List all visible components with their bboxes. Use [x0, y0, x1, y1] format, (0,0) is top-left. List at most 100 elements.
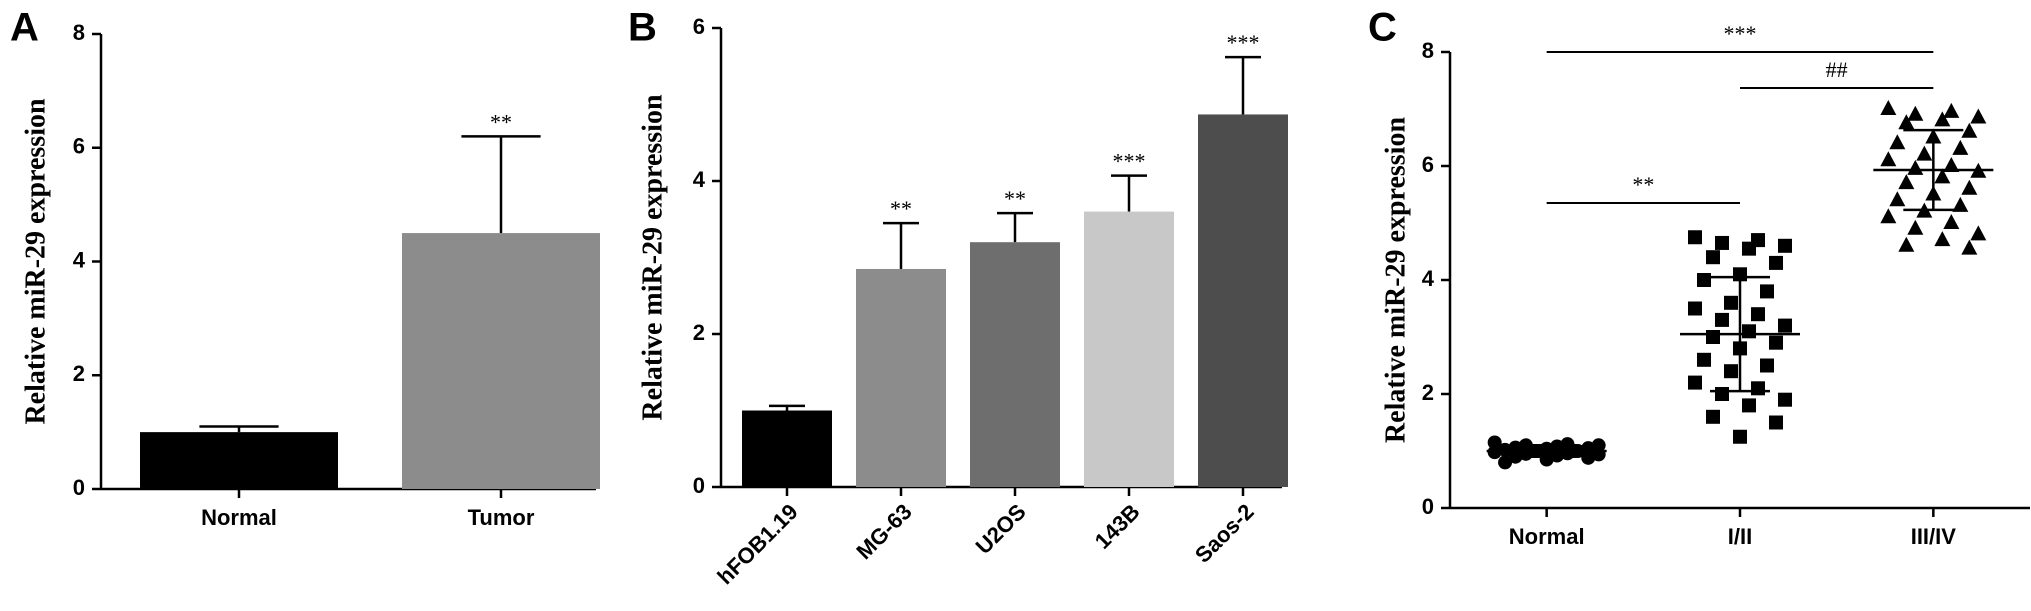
bar	[742, 410, 832, 487]
data-point	[1943, 214, 1960, 229]
x-tick-label: III/IV	[1911, 524, 1957, 549]
data-point	[1715, 312, 1729, 327]
data-point	[1724, 364, 1738, 379]
data-point	[1487, 435, 1502, 450]
comparison-label: ##	[1826, 57, 1848, 82]
comparison-label: **	[1632, 172, 1654, 197]
data-point	[1889, 134, 1906, 150]
data-point	[1880, 100, 1897, 115]
data-point	[1715, 235, 1729, 250]
y-tick-label: 4	[73, 247, 86, 272]
data-point	[1880, 208, 1897, 224]
x-tick-label: Normal	[1509, 524, 1585, 549]
data-point	[1508, 449, 1523, 464]
data-point	[1706, 409, 1720, 424]
data-point	[1952, 139, 1969, 155]
y-tick-label: 2	[693, 320, 705, 345]
x-tick-label: Saos-2	[1190, 499, 1259, 568]
data-point	[1751, 381, 1765, 396]
y-tick-label: 6	[73, 134, 85, 159]
data-point	[1742, 241, 1756, 256]
data-point	[1715, 387, 1729, 401]
x-tick-label: Tumor	[468, 505, 535, 530]
data-point	[1934, 168, 1951, 184]
y-tick-label: 8	[73, 20, 85, 45]
data-point	[1769, 335, 1783, 350]
significance-label: **	[1004, 186, 1026, 211]
panel-label: B	[628, 6, 657, 50]
y-tick-label: 6	[693, 14, 705, 39]
data-point	[1751, 307, 1765, 322]
y-axis-label: Relative miR-29 expression	[20, 98, 51, 425]
data-point	[1706, 250, 1720, 265]
data-point	[1581, 450, 1596, 465]
data-point	[1943, 102, 1960, 118]
data-point	[1934, 111, 1951, 127]
data-point	[1769, 255, 1783, 270]
data-point	[1961, 122, 1978, 138]
x-tick-label: MG-63	[851, 499, 916, 564]
y-tick-label: 4	[693, 167, 706, 192]
data-point	[1760, 358, 1774, 373]
comparison-label: ***	[1724, 21, 1757, 46]
data-point	[1970, 225, 1987, 241]
data-point	[1970, 108, 1987, 124]
y-axis-label: Relative miR-29 expression	[1380, 117, 1411, 444]
y-tick-label: 2	[1422, 380, 1434, 405]
data-point	[1733, 429, 1747, 444]
bar	[1198, 114, 1288, 487]
data-point	[1778, 238, 1792, 253]
y-tick-label: 8	[1422, 38, 1434, 63]
data-point	[1742, 324, 1756, 339]
data-point	[1898, 174, 1915, 190]
y-tick-label: 0	[1422, 494, 1434, 519]
x-tick-label: 143B	[1090, 499, 1145, 554]
data-point	[1934, 231, 1951, 247]
bar	[856, 268, 946, 487]
data-point	[1778, 318, 1792, 333]
data-point	[1916, 145, 1933, 161]
significance-label: **	[890, 196, 912, 221]
y-tick-label: 4	[1422, 266, 1435, 291]
significance-label: ***	[1113, 149, 1146, 174]
data-point	[1898, 236, 1915, 252]
data-point	[1961, 179, 1978, 195]
bar	[1084, 211, 1174, 487]
x-tick-label: I/II	[1728, 524, 1752, 549]
data-point	[1943, 157, 1960, 172]
x-tick-label: U2OS	[971, 499, 1031, 559]
data-point	[1880, 151, 1897, 167]
panel-label: C	[1368, 6, 1397, 50]
data-point	[1688, 301, 1702, 316]
significance-label: ***	[1227, 30, 1260, 55]
data-point	[1907, 105, 1924, 121]
bar	[970, 242, 1060, 487]
x-tick-label: Normal	[201, 505, 277, 530]
significance-label: **	[490, 109, 512, 134]
data-point	[1688, 375, 1702, 390]
data-point	[1697, 273, 1711, 287]
bar	[402, 233, 600, 489]
data-point	[1778, 392, 1792, 407]
y-axis-label: Relative miR-29 expression	[637, 94, 668, 421]
bar	[140, 432, 338, 489]
data-point	[1889, 191, 1906, 207]
x-tick-label: hFOB1.19	[712, 499, 802, 589]
y-tick-label: 6	[1422, 152, 1434, 177]
data-point	[1498, 455, 1513, 470]
data-point	[1952, 196, 1969, 212]
data-point	[1907, 159, 1924, 175]
data-point	[1907, 219, 1924, 235]
y-tick-label: 0	[693, 473, 705, 498]
data-point	[1697, 352, 1711, 367]
data-point	[1760, 284, 1774, 299]
data-point	[1688, 230, 1702, 245]
data-point	[1724, 295, 1738, 310]
data-point	[1961, 239, 1978, 255]
data-point	[1769, 415, 1783, 430]
data-point	[1898, 114, 1915, 130]
y-tick-label: 2	[73, 361, 85, 386]
data-point	[1742, 398, 1756, 413]
data-point	[1706, 330, 1720, 344]
